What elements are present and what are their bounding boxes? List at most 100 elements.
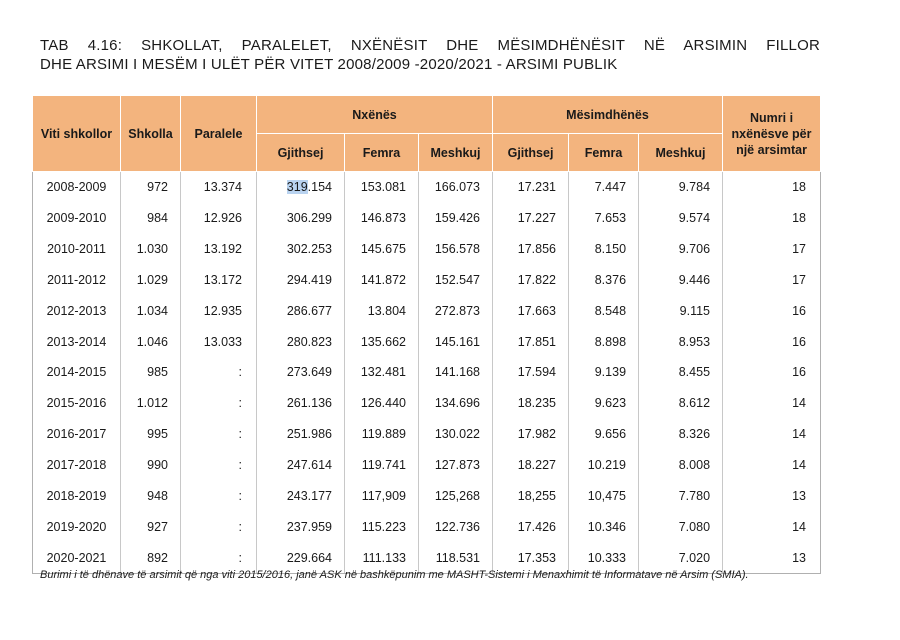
cell-nxenes-meshkuj: 156.578 (417, 233, 493, 265)
selected-text: 319 (286, 180, 308, 195)
cell-text: 243.177 (286, 488, 332, 503)
cell-mesimdhenes-meshkuj: 9.574 (638, 202, 723, 234)
header-shkolla: Shkolla (120, 95, 181, 172)
cell-nxenes-femra: 126.440 (344, 387, 419, 419)
cell-shkolla: 995 (120, 418, 181, 450)
subheader-nxenes-femra: Femra (344, 133, 419, 172)
cell-viti-shkollor: 2014-2015 (32, 357, 121, 388)
cell-nxenes-gjithsej: 273.649 (256, 357, 345, 388)
cell-nxenes-per-arsimtar: 17 (722, 233, 822, 265)
cell-nxenes-meshkuj: 118.531 (417, 542, 493, 574)
table-title: TAB 4.16: SHKOLLAT, PARALELET, NXËNËSIT … (40, 36, 820, 74)
cell-mesimdhenes-gjithsej: 17.426 (492, 511, 569, 543)
cell-mesimdhenes-meshkuj: 9.784 (638, 171, 723, 203)
table-row: 2014-2015 985: 273.649 132.481 141.168 17.594… (32, 357, 822, 388)
cell-viti-shkollor: 2008-2009 (32, 171, 121, 203)
cell-nxenes-per-arsimtar: 18 (722, 202, 822, 234)
cell-nxenes-femra: 119.741 (344, 449, 419, 481)
table-row: 2015-2016 1.012: 261.136 126.440 134.696 18.2… (32, 387, 822, 419)
cell-nxenes-gjithsej: 306.299 (256, 202, 345, 234)
cell-nxenes-meshkuj: 141.168 (417, 357, 493, 388)
cell-nxenes-gjithsej: 229.664 (256, 542, 345, 574)
header-nxenes: Nxënës (255, 95, 494, 134)
cell-shkolla: 1.029 (120, 264, 181, 296)
cell-mesimdhenes-meshkuj: 8.326 (638, 418, 723, 450)
cell-nxenes-meshkuj: 130.022 (417, 418, 493, 450)
cell-mesimdhenes-meshkuj: 9.115 (638, 295, 723, 327)
cell-nxenes-gjithsej: 247.614 (256, 449, 345, 481)
cell-mesimdhenes-femra: 8.376 (568, 264, 639, 296)
cell-viti-shkollor: 2018-2019 (32, 480, 121, 512)
cell-nxenes-femra: 135.662 (344, 326, 419, 358)
cell-mesimdhenes-meshkuj: 9.706 (638, 233, 723, 265)
cell-mesimdhenes-gjithsej: 17.227 (492, 202, 569, 234)
cell-mesimdhenes-gjithsej: 18,255 (492, 480, 569, 512)
cell-shkolla: 990 (120, 449, 181, 481)
cell-shkolla: 1.034 (120, 295, 181, 327)
cell-nxenes-gjithsej: 237.959 (256, 511, 345, 543)
cell-paralele: : (180, 357, 257, 388)
cell-nxenes-gjithsej: 286.677 (256, 295, 345, 327)
cell-mesimdhenes-femra: 9.656 (568, 418, 639, 450)
cell-mesimdhenes-gjithsej: 17.231 (492, 171, 569, 203)
cell-mesimdhenes-meshkuj: 7.020 (638, 542, 723, 574)
cell-text: 229.664 (286, 550, 332, 565)
table-row: 2010-2011 1.030 13.192 302.253 145.675 156.57… (32, 233, 822, 265)
cell-viti-shkollor: 2013-2014 (32, 326, 121, 358)
table-row: 2020-2021 892: 229.664 111.133 118.531 17.353… (32, 542, 822, 574)
cell-mesimdhenes-femra: 10.333 (568, 542, 639, 574)
cell-nxenes-femra: 111.133 (344, 542, 419, 574)
cell-nxenes-gjithsej: 302.253 (256, 233, 345, 265)
cell-viti-shkollor: 2010-2011 (32, 233, 121, 265)
cell-mesimdhenes-femra: 9.139 (568, 357, 639, 388)
cell-text: 302.253 (286, 242, 332, 257)
cell-shkolla: 948 (120, 480, 181, 512)
cell-mesimdhenes-meshkuj: 9.446 (638, 264, 723, 296)
cell-mesimdhenes-gjithsej: 17.982 (492, 418, 569, 450)
cell-mesimdhenes-gjithsej: 17.851 (492, 326, 569, 358)
table-row: 2012-2013 1.034 12.935 286.677 13.804 272.873… (32, 295, 822, 327)
cell-text: 286.677 (286, 303, 332, 318)
cell-nxenes-per-arsimtar: 13 (722, 542, 822, 574)
cell-paralele: 12.935 (180, 295, 257, 327)
table-row: 2013-2014 1.046 13.033 280.823 135.662 145.16… (32, 326, 822, 358)
header-mesimdhenes: Mësimdhënës (492, 95, 724, 134)
cell-nxenes-femra: 146.873 (344, 202, 419, 234)
header-numri-nxenesve: Numri i nxënësve për një arsimtar (722, 95, 822, 172)
cell-mesimdhenes-gjithsej: 17.353 (492, 542, 569, 574)
cell-nxenes-per-arsimtar: 14 (722, 418, 822, 450)
cell-shkolla: 1.046 (120, 326, 181, 358)
cell-mesimdhenes-meshkuj: 8.008 (638, 449, 723, 481)
cell-paralele: 12.926 (180, 202, 257, 234)
table-title-line-1: TAB 4.16: SHKOLLAT, PARALELET, NXËNËSIT … (40, 37, 820, 54)
cell-text: 306.299 (286, 211, 332, 226)
cell-viti-shkollor: 2020-2021 (32, 542, 121, 574)
cell-shkolla: 892 (120, 542, 181, 574)
cell-mesimdhenes-femra: 8.150 (568, 233, 639, 265)
cell-shkolla: 1.012 (120, 387, 181, 419)
cell-mesimdhenes-meshkuj: 8.612 (638, 387, 723, 419)
subheader-mesimdhenes-gjithsej: Gjithsej (492, 133, 570, 172)
table-row: 2016-2017 995: 251.986 119.889 130.022 17.982… (32, 418, 822, 450)
cell-text: 251.986 (286, 427, 332, 442)
cell-paralele: 13.033 (180, 326, 257, 358)
cell-shkolla: 1.030 (120, 233, 181, 265)
cell-shkolla: 972 (120, 171, 181, 203)
cell-nxenes-femra: 119.889 (344, 418, 419, 450)
cell-mesimdhenes-femra: 9.623 (568, 387, 639, 419)
subheader-mesimdhenes-femra: Femra (568, 133, 640, 172)
cell-mesimdhenes-femra: 8.548 (568, 295, 639, 327)
header-paralele: Paralele (180, 95, 257, 172)
cell-mesimdhenes-gjithsej: 17.663 (492, 295, 569, 327)
cell-nxenes-femra: 153.081 (344, 171, 419, 203)
table-row: 2009-2010 984 12.926 306.299 146.873 159.426 1… (32, 202, 822, 234)
cell-nxenes-gjithsej: 261.136 (256, 387, 345, 419)
cell-shkolla: 985 (120, 357, 181, 388)
cell-text: 273.649 (286, 365, 332, 380)
header-viti-shkollor: Viti shkollor (32, 95, 121, 172)
cell-nxenes-meshkuj: 166.073 (417, 171, 493, 203)
table-row: 2017-2018 990: 247.614 119.741 127.873 18.227… (32, 449, 822, 481)
table-row: 2011-2012 1.029 13.172 294.419 141.872 152.54… (32, 264, 822, 296)
cell-shkolla: 984 (120, 202, 181, 234)
cell-nxenes-per-arsimtar: 18 (722, 171, 822, 203)
